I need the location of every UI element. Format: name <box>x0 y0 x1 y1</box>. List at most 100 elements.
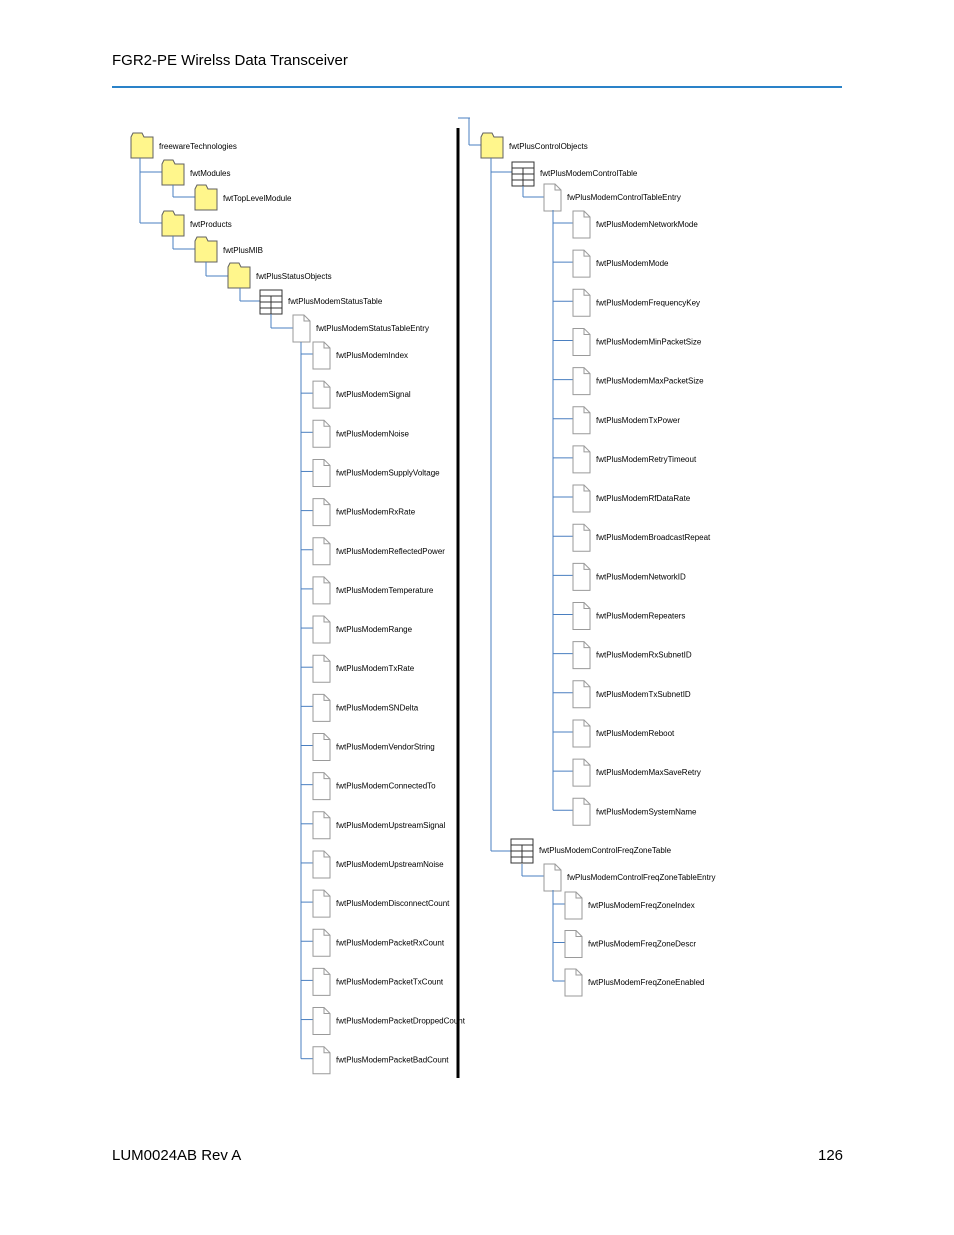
fwt-plus-modem-min-packet-size-node[interactable] <box>572 327 591 356</box>
fwt-plus-modem-index-node[interactable] <box>312 341 331 370</box>
node-label: freewareTechnologies <box>159 142 237 151</box>
fwt-plus-modem-broadcast-repeat-node[interactable] <box>572 523 591 552</box>
document-fold <box>323 850 330 858</box>
folder-icon <box>161 159 185 186</box>
fwt-products-node[interactable] <box>161 210 185 237</box>
fwt-plus-modem-frequency-key-node[interactable] <box>572 288 591 317</box>
fwt-plus-modem-repeaters-node[interactable] <box>572 602 591 630</box>
fwt-plus-modem-reboot-node[interactable] <box>572 719 591 748</box>
node-label: fwtPlusModemRetryTimeout <box>596 455 697 464</box>
fwt-plus-modem-status-table-node[interactable] <box>259 289 283 315</box>
fwt-plus-status-objects-node[interactable] <box>227 262 251 289</box>
folder-icon <box>480 132 504 159</box>
fwt-plus-modem-tx-rate-node[interactable] <box>312 654 331 683</box>
page-header-title: FGR2-PE Wirelss Data Transceiver <box>112 52 348 69</box>
fwt-modules-node[interactable] <box>161 159 185 186</box>
node-label: fwtPlusModemSystemName <box>596 807 697 816</box>
fwt-plus-modem-status-table-entry-node[interactable] <box>292 314 311 343</box>
document-icon <box>572 797 591 826</box>
fw-plus-modem-control-table-entry-node[interactable] <box>543 183 562 212</box>
fwt-top-level-module-node[interactable] <box>194 184 218 211</box>
node-label: fwtPlusModemMode <box>596 259 669 268</box>
fwt-plus-modem-rx-subnet-id-node[interactable] <box>572 641 591 670</box>
node-label: fwtPlusModemTxSubnetID <box>596 690 691 699</box>
document-icon <box>572 641 591 670</box>
fwt-plus-modem-freq-zone-descr-node[interactable] <box>564 930 583 958</box>
node-label: fwtPlusModemRxSubnetID <box>596 651 692 660</box>
fwt-plus-modem-control-freq-zone-table-node[interactable] <box>510 838 534 864</box>
fwt-plus-modem-retry-timeout-node[interactable] <box>572 445 591 474</box>
node-label: fwtPlusModemMaxPacketSize <box>596 377 704 386</box>
document-fold <box>583 524 590 531</box>
fwt-plus-modem-freq-zone-index-node[interactable] <box>564 891 583 920</box>
fwt-plus-modem-vendor-string-node[interactable] <box>312 733 331 761</box>
fwt-plus-modem-range-node[interactable] <box>312 615 331 644</box>
fwt-plus-modem-signal-node[interactable] <box>312 380 331 409</box>
fwt-plus-modem-reflected-power-node[interactable] <box>312 537 331 566</box>
fwt-plus-modem-upstream-noise-node[interactable] <box>312 850 331 879</box>
fwt-plus-modem-packet-tx-count-node[interactable] <box>312 967 331 996</box>
document-icon <box>312 419 331 448</box>
fwt-plus-modem-network-id-node[interactable] <box>572 562 591 591</box>
folder-icon <box>194 236 218 263</box>
document-fold <box>583 406 590 414</box>
document-fold <box>323 616 330 623</box>
fwt-plus-modem-rf-data-rate-node[interactable] <box>572 484 591 513</box>
fwt-plus-modem-max-save-retry-node[interactable] <box>572 758 591 787</box>
document-icon <box>312 380 331 409</box>
document-fold <box>583 289 590 296</box>
node-label: fwtPlusModemPacketBadCount <box>336 1056 449 1065</box>
fwt-plus-modem-rx-rate-node[interactable] <box>312 498 331 527</box>
fwt-plus-modem-tx-subnet-id-node[interactable] <box>572 680 591 709</box>
document-fold <box>323 811 330 819</box>
document-fold <box>323 1046 330 1054</box>
fwt-plus-modem-packet-dropped-count-node[interactable] <box>312 1007 331 1036</box>
fwt-plus-modem-temperature-node[interactable] <box>312 576 331 605</box>
node-label: fwtPlusModemBroadcastRepeat <box>596 533 711 542</box>
document-icon <box>572 484 591 513</box>
node-label: fwtPlusStatusObjects <box>256 272 332 281</box>
fwt-plus-modem-packet-bad-count-node[interactable] <box>312 1046 331 1075</box>
document-icon <box>564 891 583 920</box>
document-icon <box>312 576 331 605</box>
fwt-plus-modem-tx-power-node[interactable] <box>572 406 591 435</box>
fwt-plus-modem-freq-zone-enabled-node[interactable] <box>564 968 583 997</box>
node-label: fwtPlusModemMaxSaveRetry <box>596 768 701 777</box>
node-label: fwPlusModemControlTableEntry <box>567 193 681 202</box>
fwt-plus-modem-disconnect-count-node[interactable] <box>312 889 331 918</box>
fwt-plus-modem-network-mode-node[interactable] <box>572 210 591 239</box>
fwt-plus-mib-node[interactable] <box>194 236 218 263</box>
fwt-plus-modem-connected-to-node[interactable] <box>312 772 331 801</box>
node-label: fwtPlusModemSNDelta <box>336 703 419 712</box>
fwt-plus-modem-system-name-node[interactable] <box>572 797 591 826</box>
folder-icon <box>194 184 218 211</box>
document-fold <box>323 459 330 466</box>
document-icon <box>312 654 331 683</box>
node-label: fwtPlusModemControlFreqZoneTable <box>539 846 672 855</box>
node-label: fwtPlusModemNoise <box>336 429 409 438</box>
document-fold <box>583 328 590 335</box>
node-label: fwtPlusModemConnectedTo <box>336 782 436 791</box>
fwt-plus-modem-supply-voltage-node[interactable] <box>312 458 331 487</box>
fwt-plus-control-objects-node[interactable] <box>480 132 504 159</box>
document-fold <box>583 563 590 570</box>
footer-page-number: 126 <box>818 1147 844 1164</box>
fwt-plus-modem-mode-node[interactable] <box>572 249 591 278</box>
document-fold <box>554 184 561 191</box>
fwt-plus-modem-noise-node[interactable] <box>312 419 331 448</box>
document-fold <box>323 655 330 662</box>
node-label: fwtPlusModemTxRate <box>336 664 415 673</box>
document-fold <box>323 420 330 427</box>
fwt-plus-modem-upstream-signal-node[interactable] <box>312 811 331 840</box>
fw-plus-modem-control-freq-zone-table-entry-node[interactable] <box>543 863 562 892</box>
fwt-plus-modem-packet-rx-count-node[interactable] <box>312 928 331 957</box>
fwt-plus-modem-max-packet-size-node[interactable] <box>572 367 591 396</box>
fwt-plus-modem-sn-delta-node[interactable] <box>312 693 331 722</box>
node-label: fwtPlusModemFreqZoneIndex <box>588 901 695 910</box>
document-fold <box>323 772 330 780</box>
freeware-technologies-node[interactable] <box>130 132 154 159</box>
document-icon <box>312 889 331 918</box>
fwt-plus-modem-control-table-node[interactable] <box>511 161 535 187</box>
node-label: fwtPlusModemSignal <box>336 390 411 399</box>
node-label: fwtPlusModemFrequencyKey <box>596 298 700 307</box>
